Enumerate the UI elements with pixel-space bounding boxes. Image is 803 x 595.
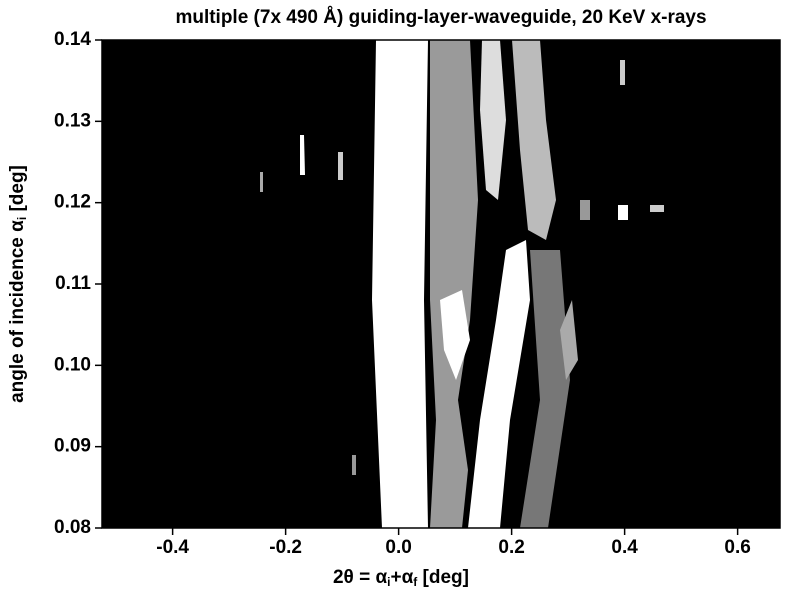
y-tick-label: 0.13 <box>54 110 91 131</box>
y-tick-label: 0.08 <box>54 517 91 538</box>
x-tick-label: 0.6 <box>724 537 750 558</box>
intensity-features <box>260 40 664 528</box>
y-label-sub: i <box>15 217 29 220</box>
x-tick-label: 0.2 <box>498 537 524 558</box>
y-tick-label: 0.09 <box>54 436 91 457</box>
x-label-sub: f <box>413 575 418 589</box>
y-label-part: angle of incidence α <box>7 220 28 403</box>
y-tick-label: 0.10 <box>54 354 91 375</box>
x-label-part: [deg] <box>417 567 469 588</box>
x-tick-label: -0.2 <box>269 537 302 558</box>
x-tick-label: 0.4 <box>611 537 638 558</box>
x-label-part: 2θ = α <box>333 567 387 588</box>
x-label-sub: i <box>387 575 390 589</box>
y-tick-label: 0.12 <box>54 192 91 213</box>
chart-title: multiple (7x 490 Å) guiding-layer-wavegu… <box>175 7 706 28</box>
x-tick-label: -0.4 <box>156 537 189 558</box>
y-tick-label: 0.11 <box>55 273 91 294</box>
y-axis-label: angle of incidence αi [deg] <box>7 165 29 403</box>
x-tick-label: 0.0 <box>385 537 411 558</box>
y-tick-label: 0.14 <box>54 29 91 50</box>
x-label-part: +α <box>391 567 414 588</box>
y-label-part: [deg] <box>7 165 28 217</box>
x-axis-label: 2θ = αi+αf [deg] <box>333 567 469 589</box>
